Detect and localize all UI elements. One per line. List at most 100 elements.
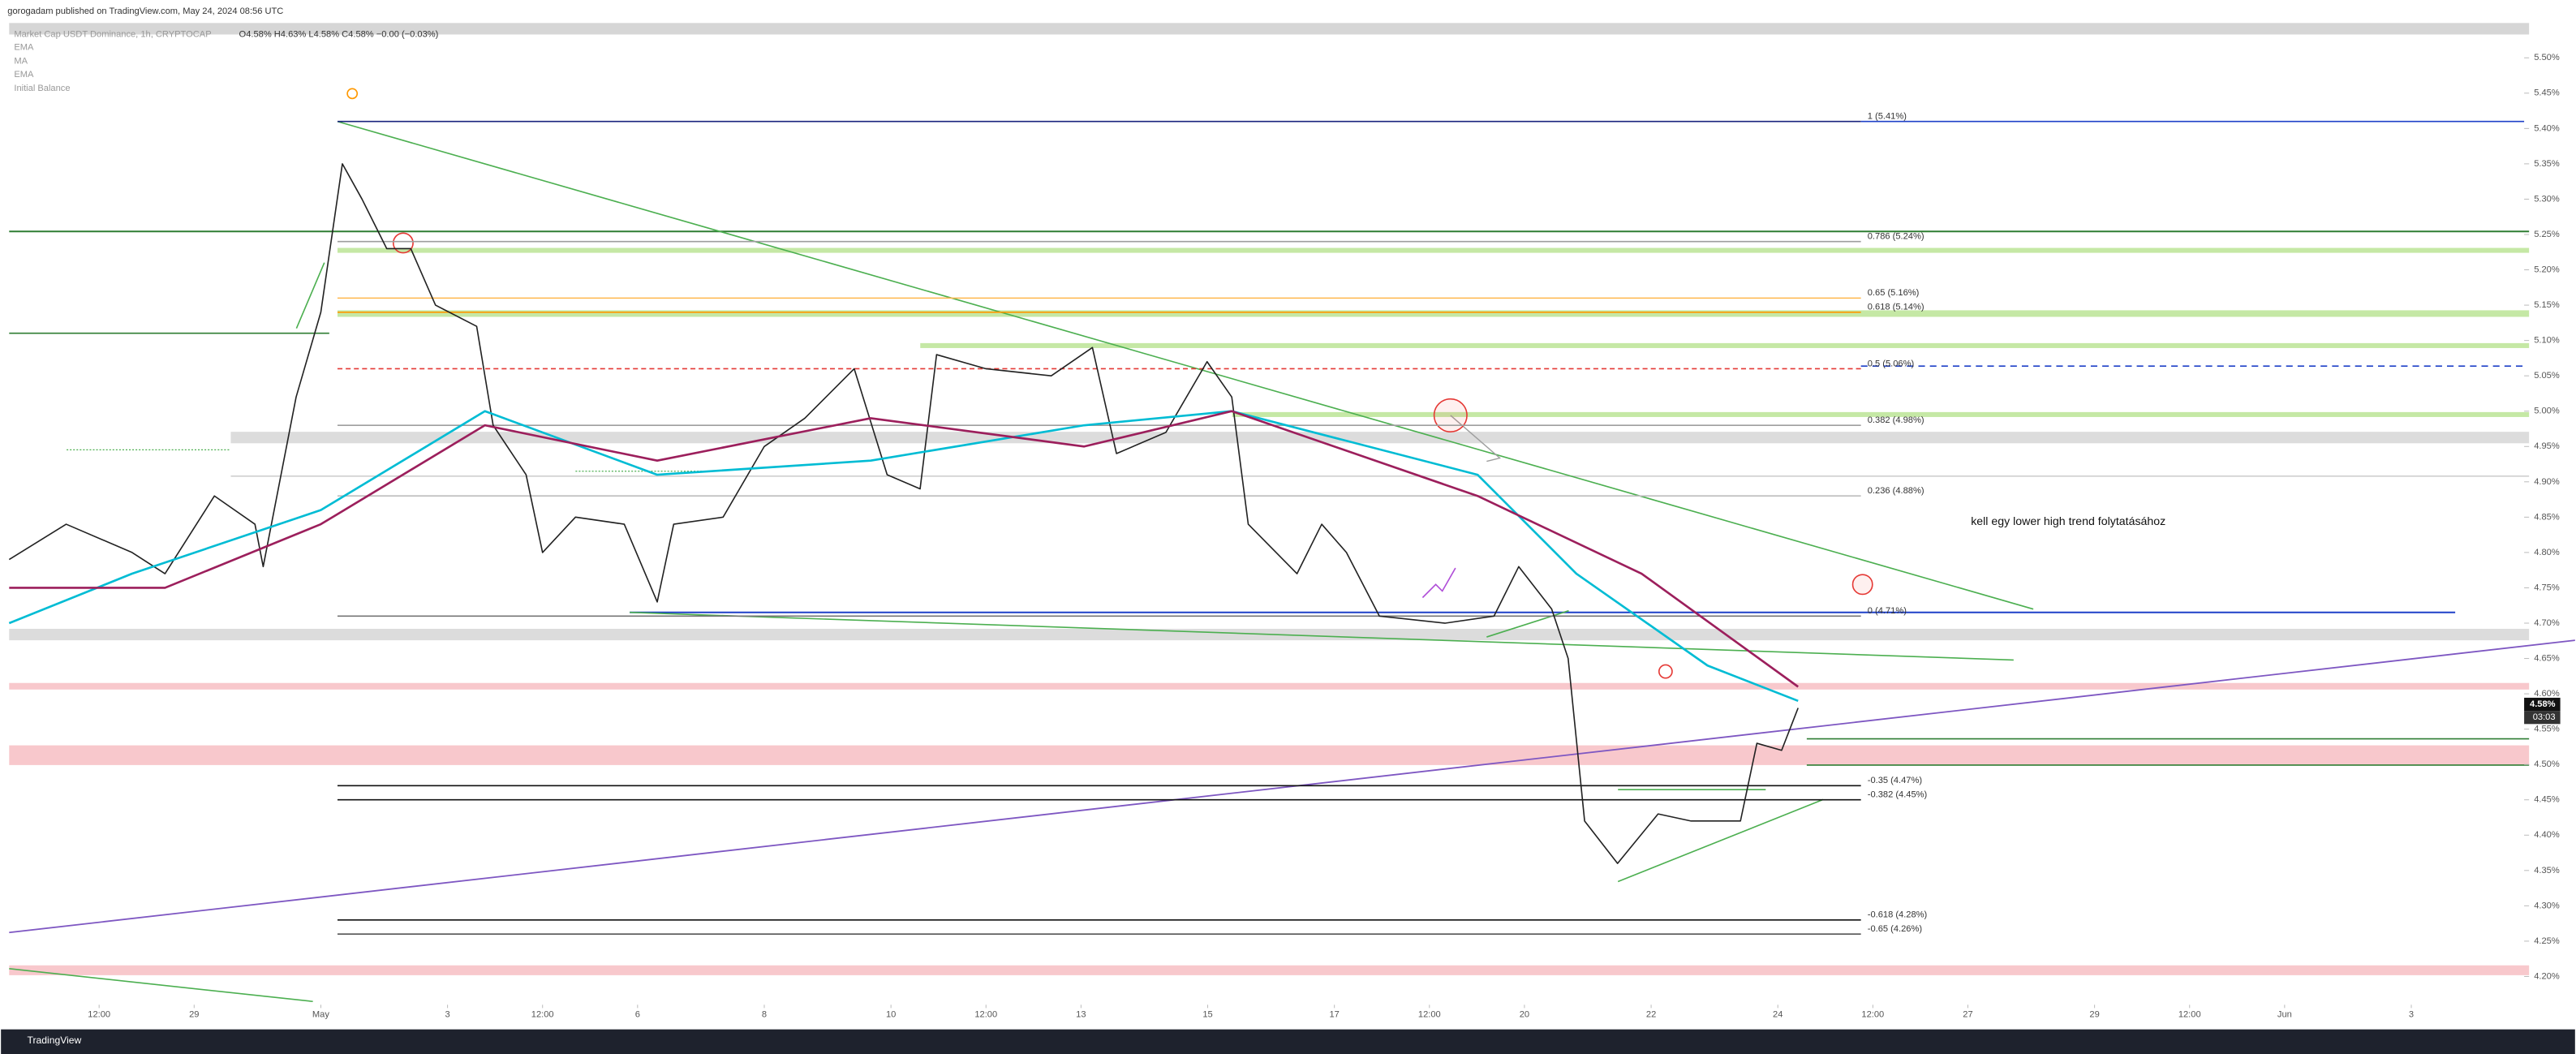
x-tick-label: May (312, 1009, 329, 1019)
marker-circle (1658, 664, 1673, 679)
y-tick-label: 5.35% (2534, 159, 2560, 169)
x-tick-label: 12:00 (974, 1009, 997, 1019)
x-tick-label: 6 (635, 1009, 640, 1019)
marker-circle (1851, 574, 1873, 596)
y-tick-label: 4.25% (2534, 936, 2560, 946)
zone (337, 310, 2530, 317)
footer: TradingView (28, 1035, 82, 1046)
x-tick-label: 3 (445, 1009, 450, 1019)
zone (9, 23, 2530, 35)
y-tick-label: 4.35% (2534, 866, 2560, 875)
zone (9, 965, 2530, 975)
fib-label: 0.65 (5.16%) (1868, 288, 1920, 298)
fib-label: 0.618 (5.14%) (1868, 303, 1924, 312)
countdown: 03:03 (2533, 712, 2556, 722)
zone (337, 247, 2530, 253)
x-tick-label: 3 (2409, 1009, 2414, 1019)
fib-label: -0.382 (4.45%) (1868, 790, 1928, 800)
x-tick-label: 12:00 (1418, 1009, 1441, 1019)
fib-label: 0.5 (5.06%) (1868, 359, 1915, 368)
trendline (9, 639, 2575, 934)
y-tick-label: 4.50% (2534, 759, 2560, 769)
y-tick-label: 5.05% (2534, 371, 2560, 381)
fib-label: -0.35 (4.47%) (1868, 776, 1923, 785)
x-tick-label: 13 (1076, 1009, 1086, 1019)
x-tick-label: 17 (1330, 1009, 1340, 1019)
x-tick-label: 12:00 (1861, 1009, 1884, 1019)
trendline (1486, 609, 1569, 638)
x-tick-label: 15 (1202, 1009, 1212, 1019)
trendline (9, 967, 313, 1003)
y-tick-label: 4.65% (2534, 653, 2560, 663)
fib-label: 0.236 (4.88%) (1868, 486, 1924, 496)
footer-bar (1, 1029, 2575, 1054)
legend-item: EMA (14, 70, 34, 80)
y-tick-label: 4.40% (2534, 830, 2560, 840)
fib-label: 0.786 (5.24%) (1868, 232, 1924, 242)
y-tick-label: 5.40% (2534, 123, 2560, 133)
y-tick-label: 4.75% (2534, 583, 2560, 592)
y-tick-label: 4.45% (2534, 795, 2560, 805)
y-tick-label: 5.10% (2534, 336, 2560, 346)
trendline (295, 262, 325, 329)
y-tick-label: 5.50% (2534, 53, 2560, 62)
legend-item: MA (14, 56, 28, 66)
y-tick-label: 5.00% (2534, 407, 2560, 416)
x-tick-label: 12:00 (2178, 1009, 2201, 1019)
x-tick-label: 22 (1646, 1009, 1656, 1019)
legend-item: EMA (14, 43, 34, 53)
attribution: gorogadam published on TradingView.com, … (7, 6, 283, 16)
chart-title: Market Cap USDT Dominance, 1h, CRYPTOCAP (14, 29, 211, 39)
arrow (1421, 567, 1456, 599)
trendlines (9, 88, 2575, 1003)
fib-label: 0 (4.71%) (1868, 606, 1907, 616)
zones (9, 23, 2530, 975)
x-tick-label: 12:00 (531, 1009, 554, 1019)
series-line (9, 410, 1799, 688)
x-tick-label: Jun (2277, 1009, 2292, 1019)
zone (230, 432, 2530, 444)
x-tick-label: 12:00 (88, 1009, 110, 1019)
fib-label: -0.618 (4.28%) (1868, 910, 1928, 920)
y-tick-label: 5.30% (2534, 194, 2560, 204)
y-tick-label: 4.60% (2534, 689, 2560, 699)
zone (9, 682, 2530, 690)
x-tick-label: 20 (1520, 1009, 1529, 1019)
zone (9, 745, 2530, 765)
arrow (1450, 415, 1502, 462)
y-tick-label: 5.20% (2534, 265, 2560, 274)
marker-circle (392, 232, 414, 254)
y-tick-label: 5.15% (2534, 300, 2560, 310)
countdown-bg (2524, 711, 2561, 725)
x-tick-label: 10 (886, 1009, 896, 1019)
plot (8, 57, 2530, 1009)
y-tick-label: 4.70% (2534, 618, 2560, 628)
y-tick-label: 5.25% (2534, 230, 2560, 239)
price-label-bg (2524, 697, 2561, 712)
x-tick-label: 8 (762, 1009, 767, 1019)
marker-circle (1433, 398, 1468, 432)
trendline (630, 611, 2014, 661)
y-tick-label: 4.30% (2534, 901, 2560, 910)
fib-label: -0.65 (4.26%) (1868, 924, 1923, 934)
trendline (337, 120, 2034, 610)
y-tick-label: 4.90% (2534, 477, 2560, 487)
series-line (8, 410, 1799, 703)
zone (920, 342, 2530, 348)
y-tick-label: 5.45% (2534, 88, 2560, 98)
zone (1232, 411, 2530, 417)
ohlc: O4.58% H4.63% L4.58% C4.58% −0.00 (−0.03… (239, 29, 439, 39)
y-tick-label: 4.80% (2534, 548, 2560, 557)
y-tick-label: 4.95% (2534, 441, 2560, 451)
x-tick-label: 24 (1773, 1009, 1783, 1019)
fib-label: 0.382 (4.98%) (1868, 415, 1924, 425)
x-tick-label: 27 (1963, 1009, 1972, 1019)
series-line (8, 163, 1799, 864)
y-tick-label: 4.20% (2534, 971, 2560, 981)
trendline (1617, 798, 1824, 883)
x-tick-label: 29 (2089, 1009, 2099, 1019)
y-tick-label: 4.85% (2534, 512, 2560, 522)
